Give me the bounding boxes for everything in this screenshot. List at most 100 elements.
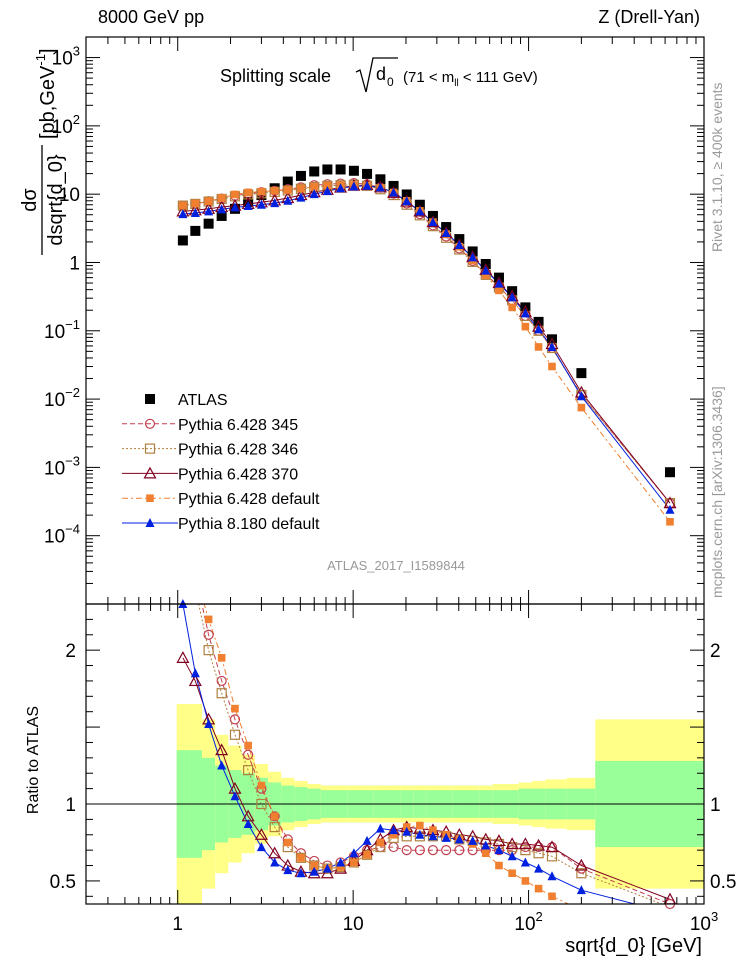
data-point <box>296 192 306 202</box>
data-point <box>204 197 213 205</box>
ratio-point <box>454 845 465 856</box>
data-point <box>217 194 226 202</box>
ratio-point <box>454 834 464 844</box>
y-axis-label: dσ dsqrt{d_0} [pb,GeV-1] <box>19 48 67 255</box>
ratio-tick-label-right: 2 <box>710 641 721 662</box>
ratio-point <box>545 840 559 853</box>
svg-text:(71 < mll < 111 GeV): (71 < mll < 111 GeV) <box>403 69 538 89</box>
ratio-point <box>269 821 280 833</box>
title-cut-end: < 111 GeV) <box>459 69 538 86</box>
ratio-point <box>534 884 543 893</box>
y-tick-label: 10−4 <box>44 522 80 548</box>
data-point <box>664 467 675 478</box>
ratio-point <box>520 845 531 856</box>
ratio-point <box>296 868 306 878</box>
ratio-point <box>217 760 227 770</box>
ratio-point <box>216 675 227 687</box>
ratio-point <box>217 654 226 662</box>
data-point <box>508 303 516 312</box>
header-right: Z (Drell-Yan) <box>598 7 700 27</box>
data-point <box>295 170 306 181</box>
ratio-point <box>576 868 587 879</box>
data-point <box>297 184 305 193</box>
data-point <box>309 166 320 177</box>
data-point <box>283 186 292 194</box>
data-point <box>283 195 293 205</box>
ylabel-den: dsqrt{d_0} <box>45 154 67 246</box>
data-point <box>190 208 200 218</box>
x-tick-label: 1 <box>172 914 183 935</box>
ratio-point <box>349 848 359 858</box>
data-point <box>322 186 332 196</box>
ratio-point <box>203 645 214 656</box>
legend-marker <box>144 418 156 429</box>
ratio-point <box>389 830 398 839</box>
data-point <box>203 218 214 229</box>
ratio-point <box>363 850 371 859</box>
analysis-label: ATLAS_2017_I1589844 <box>327 558 465 573</box>
legend-marker <box>145 394 155 404</box>
ratio-point <box>243 765 254 776</box>
data-point <box>231 190 239 199</box>
y-tick-label: 10 <box>59 185 80 206</box>
data-point <box>401 189 412 200</box>
legend-label: ATLAS <box>178 392 228 409</box>
series-line-ratio <box>198 604 664 904</box>
svg-text:Splitting scale: Splitting scale <box>220 66 331 86</box>
legend-marker <box>143 466 157 479</box>
ratio-point <box>533 848 544 859</box>
ratio-tick-label-left: 2 <box>65 641 76 662</box>
ylabel-num: dσ <box>19 188 41 212</box>
ratio-point <box>310 861 319 870</box>
ratio-point <box>254 828 268 840</box>
data-point <box>282 185 293 196</box>
ratio-point <box>375 823 385 833</box>
data-point <box>576 368 587 379</box>
header-left: 8000 GeV pp <box>98 7 204 27</box>
data-point <box>310 183 319 191</box>
ratio-point <box>244 741 252 750</box>
svg-text:[pb,GeV-1]: [pb,GeV-1] <box>33 48 59 139</box>
ratio-point <box>518 837 532 850</box>
data-point <box>204 206 214 216</box>
data-point <box>665 504 675 514</box>
data-point <box>494 278 504 288</box>
data-point <box>576 391 586 401</box>
ratio-point <box>520 857 530 867</box>
ratio-point <box>256 798 267 810</box>
ratio-point <box>297 854 305 862</box>
ratio-point <box>336 863 345 871</box>
ratio-point <box>547 871 557 881</box>
sqrt-sign <box>355 57 398 93</box>
legend-label: Pythia 8.180 default <box>178 516 320 533</box>
legend: ATLAS Pythia 6.428 345 Pythia 6.428 346 Pyt… <box>122 392 320 533</box>
data-point <box>402 196 412 206</box>
ratio-point <box>320 866 334 879</box>
ratio-point <box>270 812 279 821</box>
ylabel-exp: -1 <box>33 54 48 66</box>
ratio-point <box>414 845 425 856</box>
ratio-y-label: Ratio to ATLAS <box>25 706 42 814</box>
rivet-label: Rivet 3.1.10, ≥ 400k events <box>709 82 725 252</box>
ratio-point <box>269 811 280 822</box>
ratio-point <box>532 838 546 851</box>
data-point <box>454 240 464 250</box>
ratio-point <box>494 845 504 855</box>
ratio-point <box>229 729 241 740</box>
title-cut: (71 < m <box>403 69 454 86</box>
ratio-point <box>176 651 190 663</box>
data-point <box>216 210 227 221</box>
y-tick-label: 1 <box>69 253 80 274</box>
chart-title: Splitting scale d 0 (71 < mll < 111 GeV) <box>220 57 538 93</box>
data-point <box>389 187 399 197</box>
data-point <box>244 188 252 197</box>
data-point <box>507 292 517 302</box>
ratio-point <box>256 842 266 852</box>
y-tick-label: 10−2 <box>44 385 80 411</box>
y-tick-label: 10−1 <box>44 317 80 343</box>
x-tick-label: 102 <box>514 909 542 935</box>
legend-label: Pythia 6.428 346 <box>178 442 298 459</box>
legend-marker <box>145 518 155 527</box>
ratio-point <box>495 861 503 870</box>
ratio-point <box>204 719 214 728</box>
